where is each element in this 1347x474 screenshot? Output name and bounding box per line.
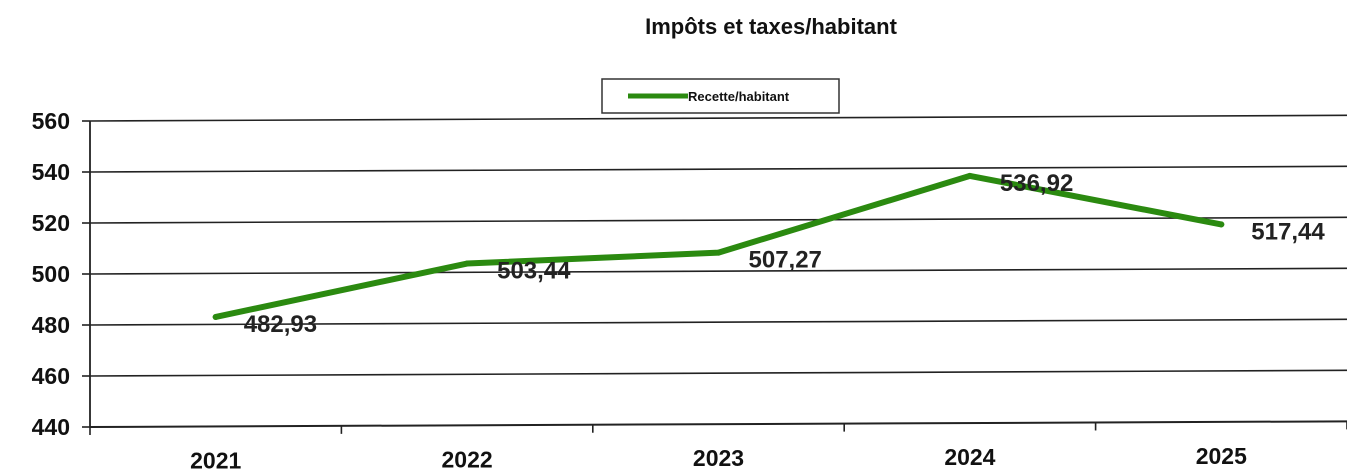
- data-point-2024: [966, 172, 973, 179]
- x-tick-label-2022: 2022: [442, 446, 493, 472]
- y-tick-label-500: 500: [32, 261, 70, 287]
- series-recette-habitant: [212, 172, 1225, 320]
- y-tick-label-520: 520: [32, 210, 70, 236]
- gridline-440: [89, 420, 1347, 428]
- gridline-540: [89, 165, 1347, 173]
- data-point-2023: [715, 249, 722, 256]
- data-label-2021: 482,93: [244, 311, 317, 338]
- chart-title: Impôts et taxes/habitant: [645, 14, 898, 39]
- gridline-500: [89, 267, 1347, 275]
- y-tick-label-540: 540: [32, 159, 70, 185]
- y-axis: 440 460 480 500 520 540 560: [32, 108, 91, 440]
- data-label-2022: 503,44: [497, 258, 571, 285]
- y-tick-label-480: 480: [32, 312, 70, 338]
- y-tick-label-440: 440: [32, 414, 70, 440]
- data-label-2025: 517,44: [1251, 218, 1325, 245]
- y-tick-label-560: 560: [32, 108, 70, 134]
- series-line: [212, 172, 1225, 320]
- x-tick-label-2023: 2023: [693, 445, 744, 471]
- y-tick-label-460: 460: [32, 363, 70, 389]
- x-tick-label-2024: 2024: [944, 444, 995, 470]
- gridline-520: [89, 216, 1347, 224]
- x-tick-label-2025: 2025: [1196, 443, 1247, 469]
- x-axis: 2021 2022 2023 2024 2025: [89, 421, 1347, 473]
- gridline-480: [89, 318, 1347, 326]
- data-labels: 482,93 503,44 507,27 536,92 517,44: [244, 170, 1326, 338]
- data-point-2025: [1218, 221, 1225, 228]
- gridline-560: [89, 114, 1347, 122]
- legend-label: Recette/habitant: [688, 89, 790, 104]
- legend: Recette/habitant: [601, 78, 840, 114]
- gridlines: [89, 114, 1347, 428]
- data-point-2022: [464, 260, 471, 267]
- gridline-460: [89, 369, 1347, 377]
- x-tick-label-2021: 2021: [190, 447, 241, 473]
- data-label-2023: 507,27: [749, 247, 822, 274]
- data-point-2021: [212, 313, 219, 320]
- data-label-2024: 536,92: [1000, 170, 1073, 197]
